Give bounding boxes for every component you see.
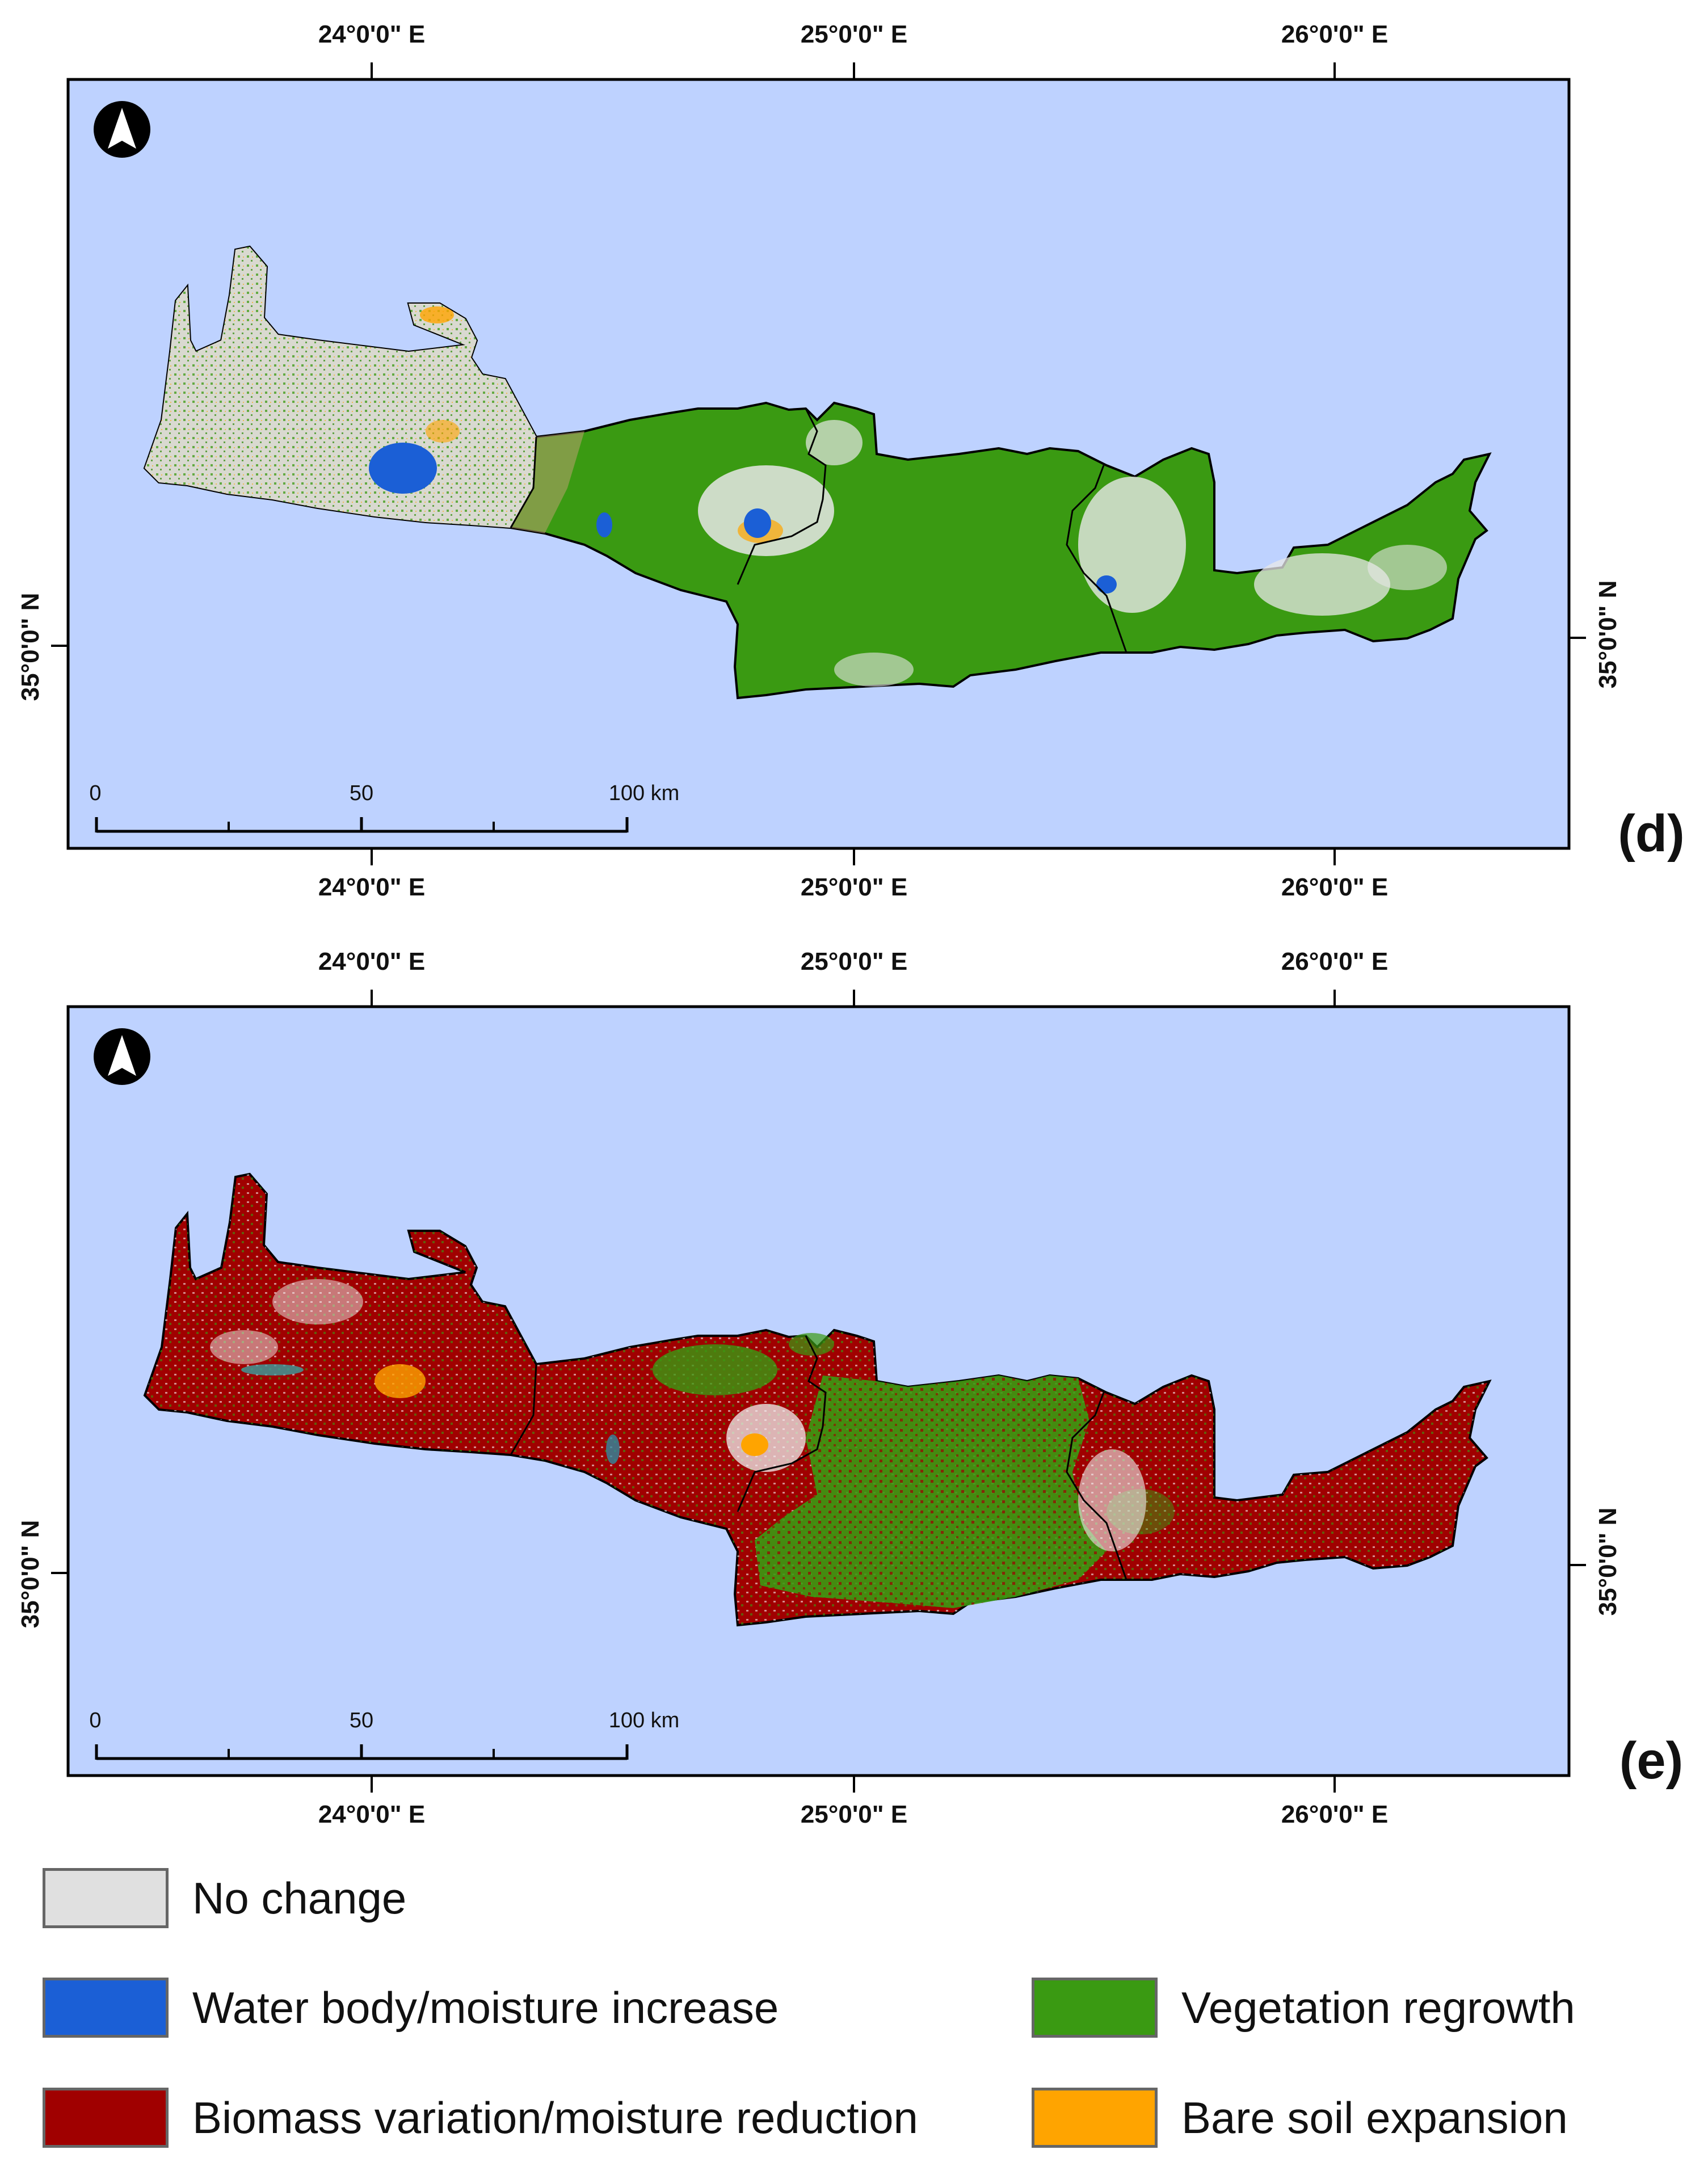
panel-letter-e: (e) bbox=[1619, 1732, 1683, 1790]
scale-label-end: 100 km bbox=[609, 781, 680, 805]
panel-letter-d: (d) bbox=[1618, 805, 1684, 863]
north-arrow-icon bbox=[94, 1028, 150, 1085]
lon-label-bottom-3: 26°0'0" E bbox=[1281, 873, 1388, 901]
map-panel-e: 24°0'0" E 25°0'0" E 26°0'0" E 24°0'0" E … bbox=[0, 927, 1708, 1846]
map-panel-d: 24°0'0" E 25°0'0" E 26°0'0" E 24°0'0" E … bbox=[0, 0, 1708, 919]
lon-label-bottom-2: 25°0'0" E bbox=[801, 873, 907, 901]
legend-label-bare-soil: Bare soil expansion bbox=[1181, 2092, 1568, 2143]
scale-label-zero: 0 bbox=[89, 781, 101, 805]
scale-label-zero: 0 bbox=[89, 1709, 101, 1732]
legend-swatch-bare-soil bbox=[1032, 2088, 1158, 2148]
lon-label-top-2: 25°0'0" E bbox=[801, 948, 907, 975]
lon-label-bottom-1: 24°0'0" E bbox=[318, 873, 425, 901]
lon-label-top-3: 26°0'0" E bbox=[1281, 948, 1388, 975]
legend-item-water: Water body/moisture increase bbox=[43, 1974, 779, 2042]
legend-item-biomass: Biomass variation/moisture reduction bbox=[43, 2084, 918, 2152]
lon-label-top-1: 24°0'0" E bbox=[318, 948, 425, 975]
north-arrow-icon bbox=[94, 101, 150, 158]
crete-island-e bbox=[143, 1172, 1492, 1627]
lon-label-top-2: 25°0'0" E bbox=[801, 20, 907, 48]
lon-label-bottom-3: 26°0'0" E bbox=[1281, 1801, 1388, 1828]
legend-item-vegetation: Vegetation regrowth bbox=[1032, 1974, 1575, 2042]
lon-label-bottom-1: 24°0'0" E bbox=[318, 1801, 425, 1828]
scale-bar-d: 0 50 100 km bbox=[89, 781, 680, 833]
scale-label-mid: 50 bbox=[350, 781, 373, 805]
legend-swatch-vegetation bbox=[1032, 1978, 1158, 2038]
lon-label-top-1: 24°0'0" E bbox=[318, 20, 425, 48]
legend-label-water: Water body/moisture increase bbox=[192, 1982, 779, 2033]
lat-label-left: 35°0'0" N bbox=[16, 1520, 44, 1629]
legend-swatch-no-change bbox=[43, 1868, 169, 1928]
legend-swatch-water bbox=[43, 1978, 169, 2038]
lat-label-right: 35°0'0" N bbox=[1594, 1508, 1622, 1616]
graticule-ticks bbox=[51, 62, 1586, 865]
legend: No change Water body/moisture increase V… bbox=[0, 1850, 1708, 2168]
legend-item-bare-soil: Bare soil expansion bbox=[1032, 2084, 1568, 2152]
map-e-svg: 24°0'0" E 25°0'0" E 26°0'0" E 24°0'0" E … bbox=[16, 948, 1683, 1828]
crete-island-d bbox=[143, 245, 1492, 700]
lon-label-top-3: 26°0'0" E bbox=[1281, 20, 1388, 48]
scale-bar-e: 0 50 100 km bbox=[89, 1709, 679, 1760]
lat-label-left: 35°0'0" N bbox=[16, 593, 44, 701]
map-d-svg: 24°0'0" E 25°0'0" E 26°0'0" E 24°0'0" E … bbox=[16, 20, 1685, 901]
legend-label-vegetation: Vegetation regrowth bbox=[1181, 1982, 1575, 2033]
lat-label-right: 35°0'0" N bbox=[1594, 580, 1622, 689]
scale-label-mid: 50 bbox=[350, 1709, 373, 1732]
legend-swatch-biomass bbox=[43, 2088, 169, 2148]
legend-label-no-change: No change bbox=[192, 1873, 407, 1923]
lon-label-bottom-2: 25°0'0" E bbox=[801, 1801, 907, 1828]
scale-label-end: 100 km bbox=[609, 1709, 680, 1732]
legend-label-biomass: Biomass variation/moisture reduction bbox=[192, 2092, 918, 2143]
graticule-ticks bbox=[51, 990, 1586, 1793]
legend-item-no-change: No change bbox=[43, 1864, 406, 1932]
